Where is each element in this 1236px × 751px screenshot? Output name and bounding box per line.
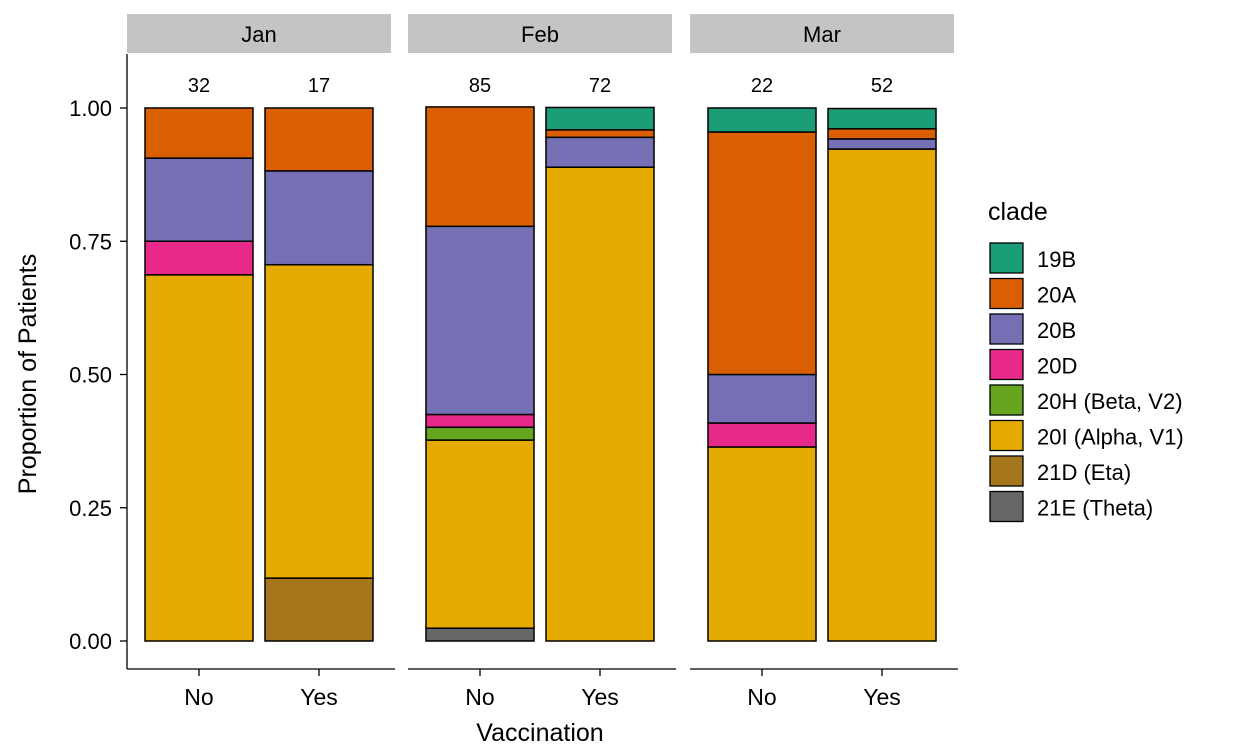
bar-segment-21d [264, 577, 374, 642]
bar-segment-19b [827, 107, 937, 130]
legend-item: 20H (Beta, V2) [989, 384, 1183, 416]
facet-strip [690, 14, 954, 53]
legend-label: 20B [1037, 318, 1076, 343]
bar-segment-20d [707, 422, 817, 448]
x-tick-label: Yes [581, 684, 619, 710]
x-tick-label: No [465, 684, 494, 710]
bar-no: 22 No [707, 75, 817, 710]
bar-count-label: 17 [308, 75, 330, 97]
facet-panel-mar: Mar 22 No 52 Yes [690, 14, 958, 710]
y-axis-title: Proportion of Patients [14, 254, 42, 494]
bar-segment-20a [707, 131, 817, 376]
legend-item: 20D [989, 348, 1077, 381]
bar-no: 85 No [425, 75, 535, 710]
bar-count-label: 52 [871, 75, 893, 97]
bar-segment-20a [264, 107, 374, 172]
bar-segment-20a [827, 128, 937, 140]
y-tick-label: 0.50 [69, 363, 112, 388]
legend-item: 20I (Alpha, V1) [989, 419, 1184, 452]
bar-segment-20b [264, 170, 374, 266]
bar-yes: 72 Yes [545, 75, 655, 710]
facet-strip-label: Mar [803, 22, 841, 47]
facet-strip-label: Feb [521, 22, 559, 47]
bar-segment-20b [144, 157, 254, 243]
legend-item: 21E (Theta) [989, 490, 1153, 523]
legend-swatch [989, 348, 1024, 381]
legend-swatch [989, 242, 1024, 274]
legend-swatch [989, 419, 1024, 452]
bar-yes: 17 Yes [264, 75, 374, 710]
bar-segment-20b [827, 138, 937, 150]
x-tick-label: No [747, 684, 776, 710]
legend-swatch [989, 384, 1024, 416]
bar-segment-20a [144, 107, 254, 159]
bar-segment-20i [545, 166, 655, 642]
bar-segment-20i [827, 148, 937, 642]
legend-swatch [989, 455, 1024, 487]
x-tick-label: Yes [300, 684, 338, 710]
bar-segment-20i [707, 446, 817, 642]
bar-count-label: 72 [589, 75, 611, 97]
bar-count-label: 85 [469, 75, 491, 97]
legend-label: 20A [1037, 283, 1076, 308]
legend-label: 21E (Theta) [1037, 496, 1153, 521]
legend: clade 19B 20A 20B 20D 20H (Beta, V2) 20I (Alp… [988, 198, 1184, 523]
bar-count-label: 32 [188, 75, 210, 97]
y-tick-label: 1.00 [69, 96, 112, 121]
bar-segment-20d [425, 413, 535, 429]
bar-segment-19b [545, 106, 655, 131]
x-axis-title: Vaccination [476, 719, 603, 746]
bar-segment-20a [425, 106, 535, 228]
y-tick-label: 0.00 [69, 629, 112, 654]
y-tick-label: 0.75 [69, 229, 112, 254]
bar-segment-20i [264, 263, 374, 579]
bar-segment-20a [545, 129, 655, 139]
legend-item: 21D (Eta) [989, 455, 1131, 487]
facet-panels: Jan 32 No 17 Yes Feb 85 No 72 Yes Mar 22 No 52 Yes [127, 14, 958, 710]
legend-label: 20D [1037, 354, 1077, 379]
legend-swatch [989, 277, 1024, 310]
legend-label: 20I (Alpha, V1) [1037, 425, 1184, 450]
legend-items: 19B 20A 20B 20D 20H (Beta, V2) 20I (Alpha, V1… [989, 242, 1184, 523]
y-tick-label: 0.25 [69, 496, 112, 521]
legend-item: 20B [989, 313, 1076, 345]
bar-segment-20h [425, 426, 535, 441]
facet-panel-feb: Feb 85 No 72 Yes [408, 14, 676, 710]
facet-strip [127, 14, 391, 53]
bar-yes: 52 Yes [827, 75, 937, 710]
legend-item: 20A [989, 277, 1076, 310]
bar-segment-20b [707, 373, 817, 424]
bar-segment-20i [425, 439, 535, 629]
bar-segment-20b [545, 136, 655, 168]
legend-swatch [989, 490, 1024, 523]
legend-item: 19B [989, 242, 1076, 274]
bar-segment-20b [425, 225, 535, 416]
axes-layer: 0.00 0.25 0.50 0.75 1.00 [69, 54, 128, 669]
facet-strip [408, 14, 672, 53]
legend-label: 19B [1037, 247, 1076, 272]
legend-swatch [989, 313, 1024, 345]
bar-segment-19b [707, 107, 817, 133]
legend-label: 21D (Eta) [1037, 460, 1131, 485]
bar-no: 32 No [144, 75, 254, 710]
bar-count-label: 22 [751, 75, 773, 97]
x-tick-label: Yes [863, 684, 901, 710]
legend-title: clade [988, 198, 1048, 226]
facet-strip-label: Jan [241, 22, 276, 47]
bar-segment-20i [144, 274, 254, 642]
bar-segment-21e [425, 627, 535, 642]
legend-label: 20H (Beta, V2) [1037, 389, 1183, 414]
x-tick-label: No [184, 684, 213, 710]
bar-segment-20d [144, 240, 254, 276]
facet-panel-jan: Jan 32 No 17 Yes [127, 14, 395, 710]
